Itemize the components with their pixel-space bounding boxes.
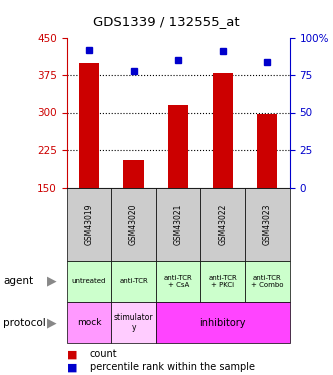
Bar: [156, 188, 200, 261]
Text: GSM43023: GSM43023: [263, 203, 272, 245]
Bar: [245, 261, 290, 302]
Text: untreated: untreated: [72, 278, 106, 284]
Bar: [111, 302, 156, 343]
Text: ■: ■: [67, 350, 77, 359]
Bar: [168, 105, 188, 188]
Text: count: count: [90, 350, 118, 359]
Bar: [67, 261, 111, 302]
Bar: [200, 188, 245, 261]
Text: ▶: ▶: [47, 275, 56, 288]
Text: anti-TCR
+ PKCi: anti-TCR + PKCi: [208, 275, 237, 288]
Text: anti-TCR: anti-TCR: [119, 278, 148, 284]
Bar: [245, 188, 290, 261]
Text: stimulator
y: stimulator y: [114, 313, 153, 332]
Text: GSM43020: GSM43020: [129, 203, 138, 245]
Bar: [200, 261, 245, 302]
Bar: [67, 188, 111, 261]
Bar: [111, 188, 156, 261]
Bar: [257, 114, 277, 188]
Text: ▶: ▶: [47, 316, 56, 329]
Text: ■: ■: [67, 363, 77, 372]
Bar: [67, 302, 111, 343]
Text: GSM43022: GSM43022: [218, 203, 227, 245]
Text: GDS1339 / 132555_at: GDS1339 / 132555_at: [93, 15, 240, 28]
Bar: [156, 302, 290, 343]
Text: anti-TCR
+ CsA: anti-TCR + CsA: [164, 275, 192, 288]
Bar: [79, 63, 99, 188]
Text: GSM43019: GSM43019: [84, 203, 94, 245]
Text: protocol: protocol: [3, 318, 46, 327]
Text: inhibitory: inhibitory: [199, 318, 246, 327]
Bar: [111, 261, 156, 302]
Text: mock: mock: [77, 318, 101, 327]
Text: anti-TCR
+ Combo: anti-TCR + Combo: [251, 275, 284, 288]
Text: percentile rank within the sample: percentile rank within the sample: [90, 363, 255, 372]
Bar: [156, 261, 200, 302]
Text: agent: agent: [3, 276, 33, 286]
Bar: [213, 72, 233, 188]
Text: GSM43021: GSM43021: [173, 203, 183, 245]
Bar: [124, 160, 144, 188]
